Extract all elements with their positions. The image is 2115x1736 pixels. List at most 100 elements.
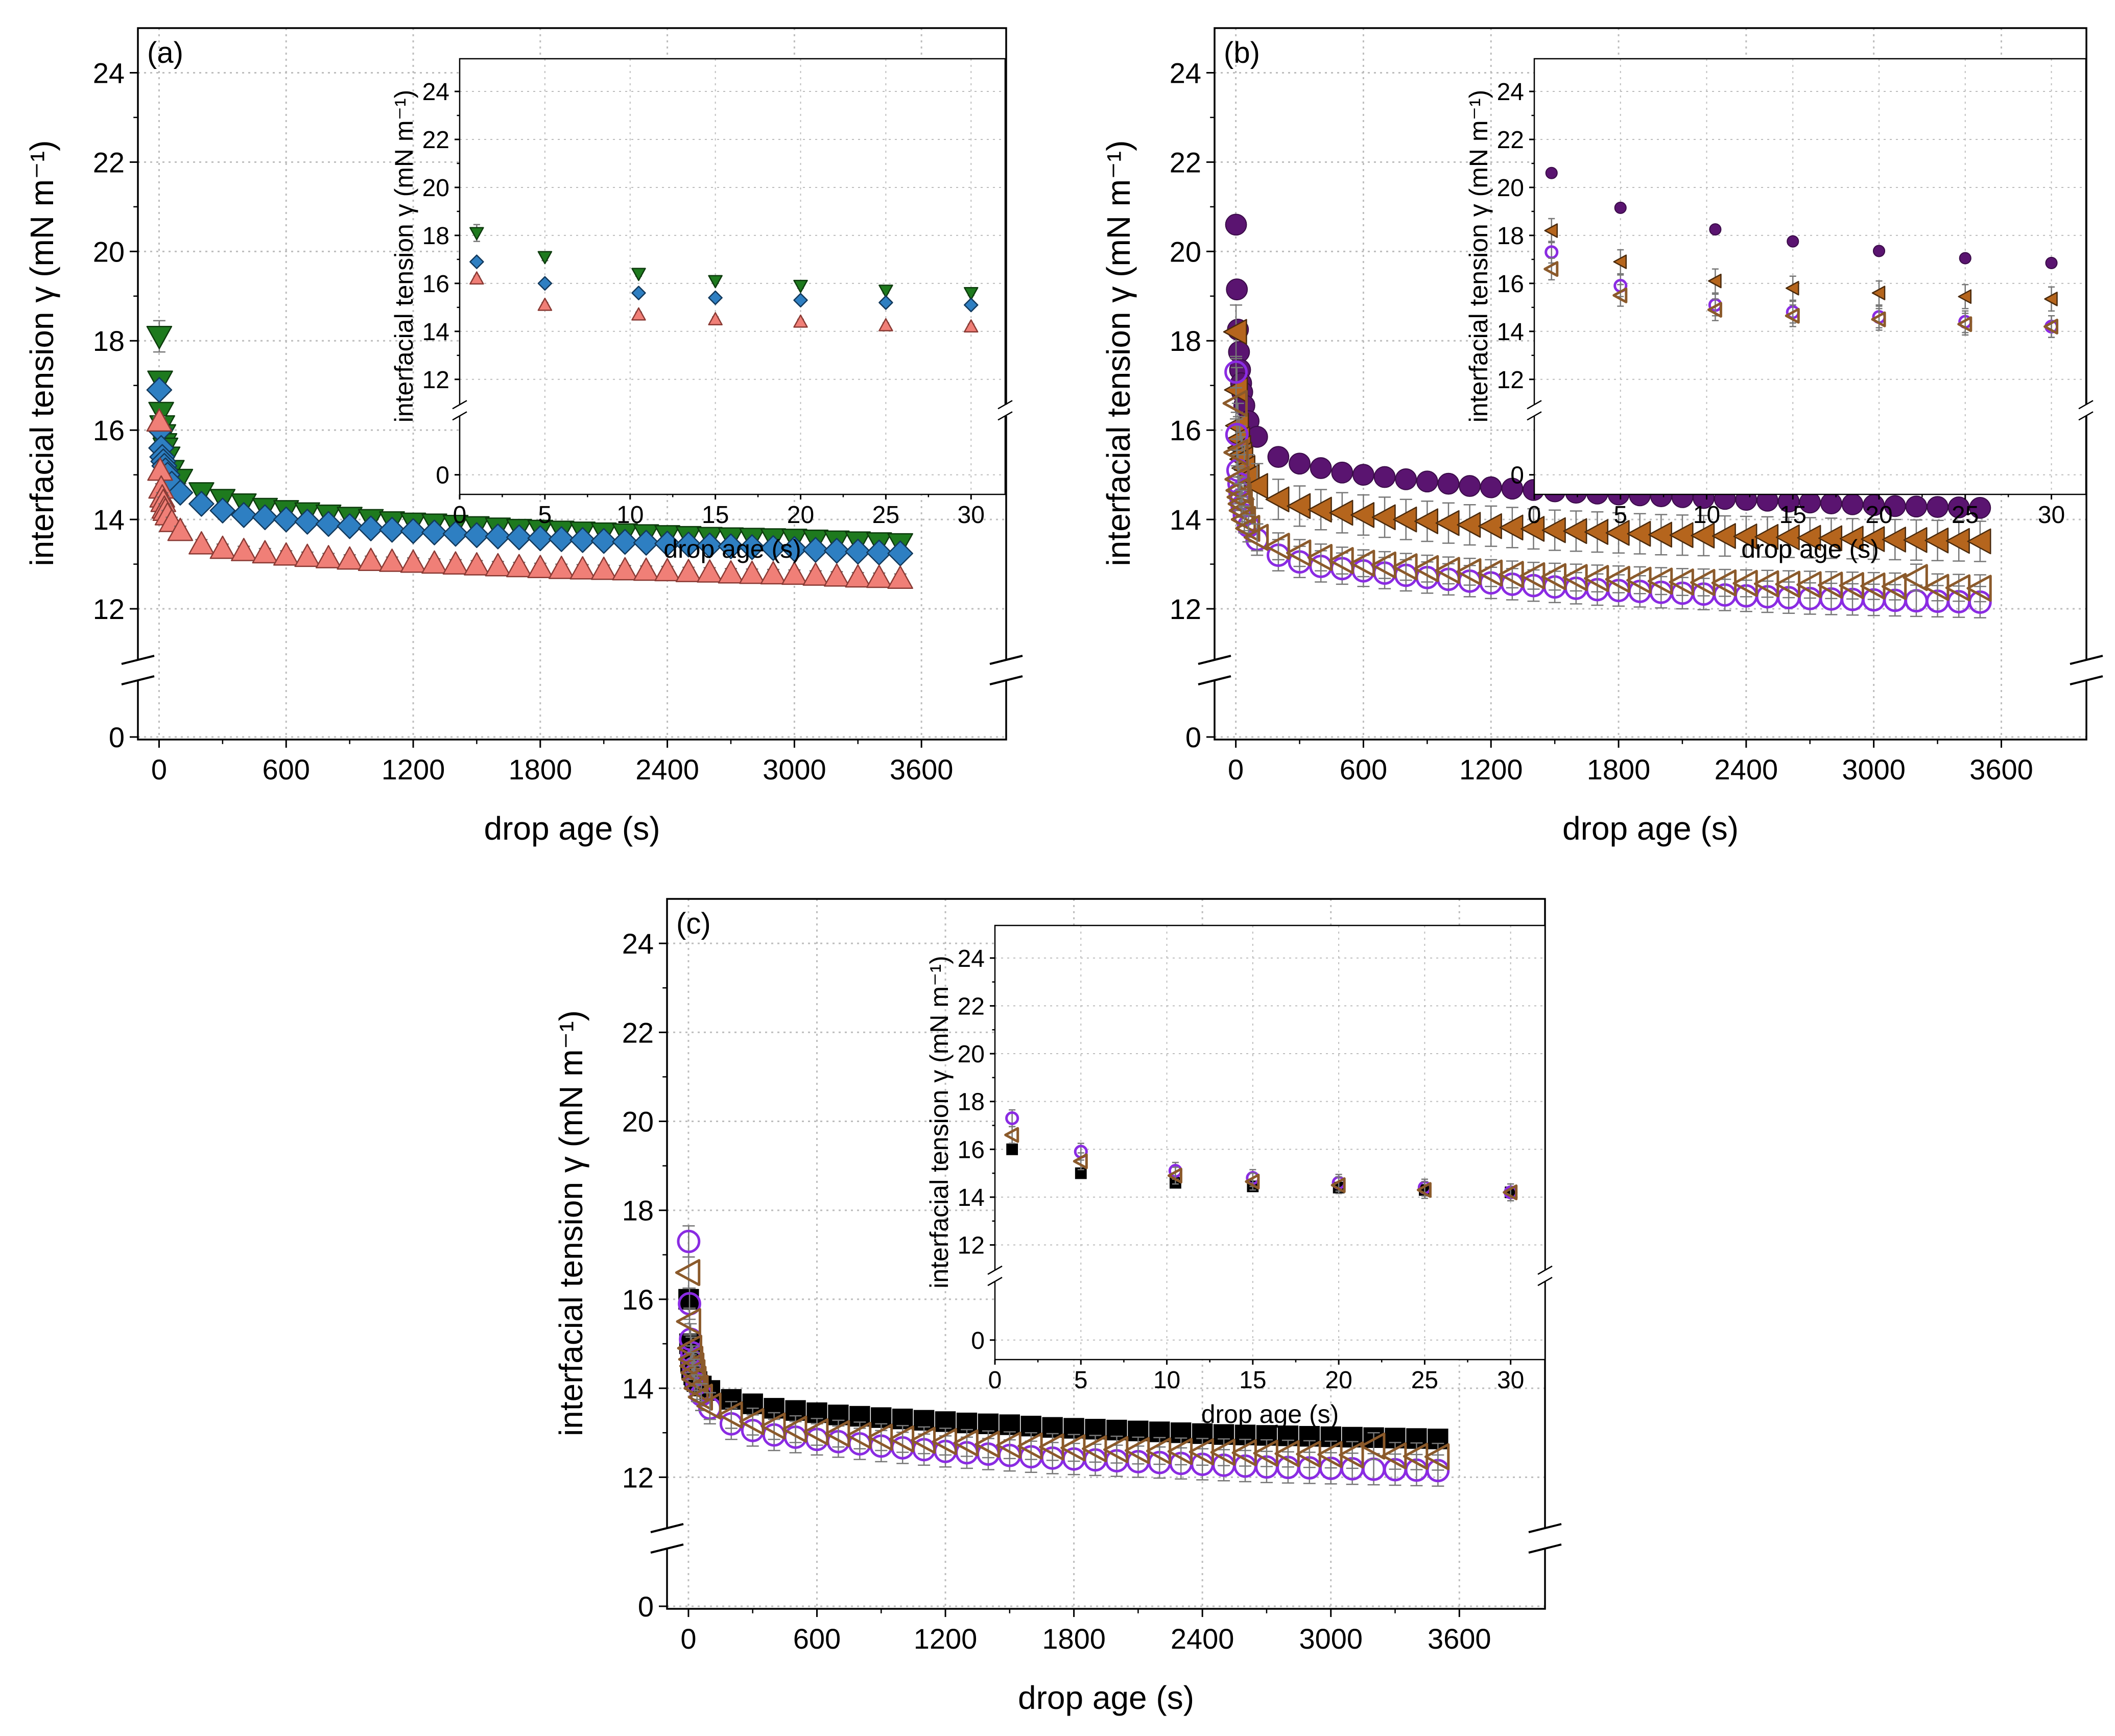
x-tick-label: 0 — [988, 1367, 1002, 1394]
axis-break-gap — [664, 1528, 670, 1549]
axis-break-mark — [1537, 1276, 1553, 1287]
y-axis-label: interfacial tension γ (mN m⁻¹) — [1100, 140, 1137, 566]
y-axis-label: interfacial tension γ (mN m⁻¹) — [390, 90, 418, 423]
x-tick-label: 30 — [1497, 1367, 1524, 1394]
axis-break-mark — [650, 1523, 684, 1533]
data-point — [1416, 1182, 1432, 1198]
data-point — [878, 295, 893, 310]
y-tick-label: 14 — [1170, 504, 1201, 536]
data-point — [537, 297, 553, 311]
axis-break-mark — [997, 411, 1013, 421]
data-point — [1480, 476, 1502, 498]
data-point — [878, 318, 893, 331]
data-point — [1277, 1425, 1299, 1446]
data-point — [590, 528, 617, 554]
y-tick-label: 16 — [958, 1136, 985, 1163]
data-point — [760, 561, 787, 585]
x-tick-label: 20 — [787, 502, 814, 529]
data-point — [146, 408, 173, 432]
x-tick-label: 600 — [1340, 753, 1387, 786]
data-point — [1245, 1174, 1260, 1190]
plot-frame — [137, 27, 1007, 741]
data-point — [2043, 318, 2059, 335]
axis-break-mark — [1528, 1523, 1562, 1533]
data-point — [802, 537, 829, 563]
y-tick-label: 20 — [422, 175, 449, 202]
x-tick-label: 3600 — [1969, 753, 2033, 786]
series-green-down-triangle — [469, 224, 979, 300]
y-tick-label: 16 — [622, 1283, 654, 1316]
data-point — [1545, 167, 1558, 179]
data-point — [167, 517, 194, 541]
data-point — [1167, 1168, 1182, 1184]
data-point — [485, 524, 511, 550]
series-open-brown-left-triangle — [1004, 1126, 1518, 1202]
data-point — [1265, 486, 1290, 512]
gridlines — [459, 59, 1005, 494]
y-tick-label: 14 — [958, 1184, 985, 1211]
data-point — [231, 538, 257, 561]
data-point — [1331, 461, 1353, 484]
data-point — [964, 319, 979, 333]
x-tick-label: 0 — [1228, 753, 1244, 786]
data-point — [1224, 360, 1248, 384]
data-point — [878, 284, 893, 298]
y-tick-label: 22 — [622, 1016, 654, 1049]
data-point — [1503, 1184, 1518, 1201]
axis-break-mark — [121, 675, 155, 685]
y-tick-label: 20 — [622, 1106, 654, 1138]
x-tick-label: 1800 — [1587, 753, 1651, 786]
data-point — [1871, 286, 1886, 300]
inset-frame — [1533, 58, 2087, 495]
axis-break-mark — [2078, 411, 2094, 421]
data-layer — [146, 320, 913, 589]
data-point — [681, 1366, 707, 1393]
data-point — [1437, 472, 1460, 495]
data-point — [845, 564, 871, 588]
y-tick-label: 0 — [1510, 462, 1524, 489]
data-point — [442, 551, 469, 575]
data-point — [1265, 533, 1290, 560]
data-point — [1459, 475, 1481, 497]
data-point — [1352, 464, 1374, 486]
axis-break-gap — [135, 660, 141, 680]
data-point — [1786, 280, 1799, 296]
y-tick-label: 18 — [93, 325, 125, 357]
axis-break-gap — [2083, 660, 2089, 680]
series-open-brown-left-triangle — [1543, 257, 2059, 338]
data-point — [631, 307, 646, 321]
y-axis-label: interfacial tension γ (mN m⁻¹) — [553, 1010, 589, 1436]
y-tick-label: 24 — [1170, 57, 1201, 89]
x-tick-label: 25 — [1411, 1367, 1438, 1394]
y-tick-label: 20 — [93, 235, 125, 268]
x-tick-label: 1800 — [1042, 1623, 1106, 1655]
data-point — [2044, 292, 2058, 306]
data-point — [379, 516, 405, 543]
data-point — [1225, 213, 1247, 236]
data-point — [188, 491, 215, 517]
x-tick-label: 2400 — [635, 753, 699, 786]
data-point — [146, 377, 173, 403]
data-point — [315, 511, 342, 537]
series-filled-purple-circle — [1225, 213, 1991, 519]
data-point — [1339, 1441, 1364, 1469]
x-tick-label: 5 — [1613, 502, 1627, 529]
data-point — [506, 524, 532, 551]
x-tick-label: 1200 — [914, 1623, 978, 1655]
data-point — [1958, 289, 1972, 304]
data-point — [569, 527, 596, 553]
axis-break-mark — [452, 400, 467, 410]
data-point — [761, 1412, 786, 1440]
data-point — [469, 227, 484, 241]
data-point — [1373, 466, 1396, 488]
data-point — [537, 276, 553, 291]
axis-break-mark — [452, 411, 467, 421]
data-point — [1785, 307, 1800, 324]
data-point — [1709, 223, 1722, 236]
y-tick-label: 22 — [1497, 127, 1524, 154]
x-axis-label: drop age (s) — [1562, 810, 1739, 847]
series-open-brown-left-triangle — [675, 1256, 1450, 1471]
y-tick-label: 14 — [1497, 319, 1524, 346]
axis-break-mark — [1198, 655, 1231, 665]
x-tick-label: 10 — [1153, 1367, 1180, 1394]
